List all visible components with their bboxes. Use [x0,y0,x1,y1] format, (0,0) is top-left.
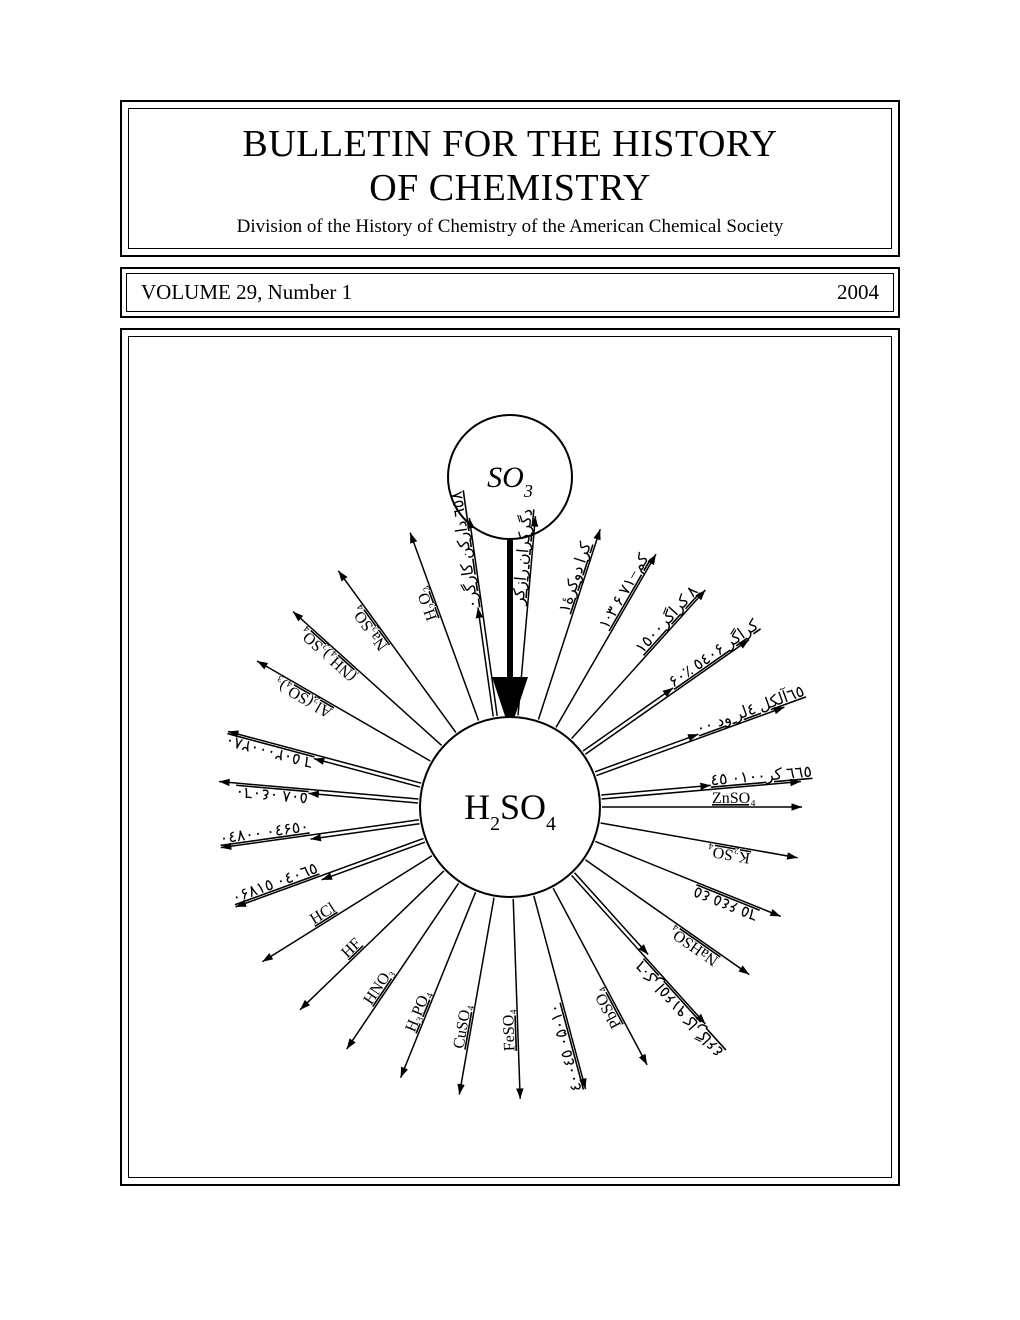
svg-text:٥۰٨ ۰٤۰٦۰: ٥۰٨ ۰٤۰٦۰ [235,783,309,806]
svg-text:٤۰۰٤٥ ۰۵۰۱۰: ٤۰۰٤٥ ۰۵۰۱۰ [546,1002,586,1093]
subtitle: Division of the History of Chemistry of … [149,216,871,238]
svg-text:FeSO₄: FeSO₄ [500,1009,518,1052]
svg-text:۱کرا دوکرۀ: ۱کرا دوکرۀ [556,540,595,615]
svg-text:٦٥آلکل ٤لر ود ۰۰: ٦٥آلکل ٤لر ود ۰۰ [693,681,807,739]
title-line-1: BULLETIN FOR THE HISTORY [242,123,777,165]
svg-text:(NH₄)₂SO₄: (NH₄)₂SO₄ [295,624,359,684]
svg-text:۶۰٪ کراگر ٥٤۰۶: ۶۰٪ کراگر ٥٤۰۶ [665,615,763,691]
main-title: BULLETIN FOR THE HISTORY OF CHEMISTRY [149,123,871,210]
svg-text:HNO₃: HNO₃ [360,965,397,1008]
title-line-2: OF CHEMISTRY [369,167,651,209]
svg-text:۱·۳ ۶ کم−۷۱: ۱·۳ ۶ کم−۷۱ [596,551,653,632]
svg-text:۱٥۰۰٨ کراگر: ۱٥۰۰٨ کراگر [631,582,702,658]
svg-text:Al₂(SO₄)₃: Al₂(SO₄)₃ [271,674,335,721]
svg-text:۰٤٨۰۰ ۰٤۶٥۰: ۰٤٨۰۰ ۰٤۶٥۰ [219,819,310,848]
figure-frame-outer: SO3H2SO4٥٠٢٠٠٠ ٦۲۸۰Al₂(SO₄)₃(NH₄)₂SO₄Na₂… [120,328,900,1186]
svg-text:٦·کرا۹۱۶٥ کارگا٤۶: ٦·کرا۹۱۶٥ کارگا٤۶ [631,957,727,1061]
volume-year: 2004 [837,280,879,305]
svg-text:NaHSO₄: NaHSO₄ [665,923,721,969]
figure-frame-inner: SO3H2SO4٥٠٢٠٠٠ ٦۲۸۰Al₂(SO₄)₃(NH₄)₂SO₄Na₂… [128,336,892,1178]
svg-text:۰۶٨۱٥ ۰٤۰٦٥: ۰۶٨۱٥ ۰٤۰٦٥ [230,860,320,907]
svg-text:HF: HF [338,935,365,962]
svg-text:CuSO₄: CuSO₄ [450,1003,475,1050]
volume-frame-inner: VOLUME 29, Number 1 2004 [126,273,894,312]
title-frame-outer: BULLETIN FOR THE HISTORY OF CHEMISTRY Di… [120,100,900,257]
svg-text:K₂SO₄: K₂SO₄ [706,842,752,866]
svg-text:H₃PO₄: H₃PO₄ [402,988,434,1035]
volume-number: VOLUME 29, Number 1 [141,280,352,305]
svg-text:ZnSO₄: ZnSO₄ [712,790,756,807]
svg-text:Na₂SO₄: Na₂SO₄ [348,603,392,654]
chemistry-diagram: SO3H2SO4٥٠٢٠٠٠ ٦۲۸۰Al₂(SO₄)₃(NH₄)₂SO₄Na₂… [129,337,891,1177]
svg-text:٥٠٢٠٠٠ ٦۲۸۰: ٥٠٢٠٠٠ ٦۲۸۰ [224,732,315,772]
svg-text:PbSO₄: PbSO₄ [590,985,625,1031]
document-cover-page: BULLETIN FOR THE HISTORY OF CHEMISTRY Di… [0,0,1020,1320]
volume-frame-outer: VOLUME 29, Number 1 2004 [120,267,900,318]
title-frame-inner: BULLETIN FOR THE HISTORY OF CHEMISTRY Di… [128,108,892,249]
